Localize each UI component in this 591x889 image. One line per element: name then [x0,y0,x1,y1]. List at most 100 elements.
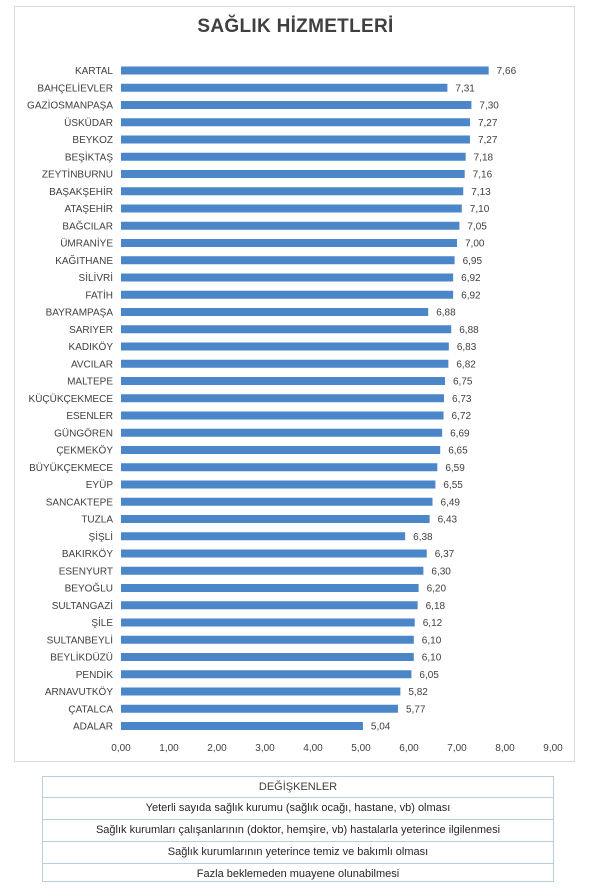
data-label: 7,66 [497,66,517,77]
data-label: 6,95 [463,256,483,267]
data-label: 6,75 [453,377,473,388]
data-label: 6,38 [413,532,433,543]
data-label: 7,27 [478,135,498,146]
x-tick-label: 0,00 [111,743,131,754]
data-label: 7,00 [465,239,485,250]
data-label: 6,18 [426,601,446,612]
x-tick-label: 3,00 [255,743,275,754]
bar [121,446,441,454]
data-label: 6,83 [457,342,477,353]
data-label: 5,04 [371,722,391,733]
category-label: ÇEKMEKÖY [56,445,113,457]
bar [121,135,470,144]
bar [121,601,418,610]
category-label: ÇATALCA [68,704,113,715]
data-label: 6,10 [422,653,442,664]
category-label: SİLİVRİ [79,271,113,284]
data-label: 7,13 [471,187,491,198]
data-label: 6,10 [422,635,442,646]
category-label: SULTANGAZİ [52,599,113,612]
category-label: BAĞCILAR [62,219,113,232]
bar [121,549,427,558]
variable-row: Yeterli sayıda sağlık kurumu (sağlık oca… [43,798,553,820]
bar [121,428,443,437]
variable-row: Fazla beklemeden muayene olunabilmesi [196,868,400,880]
category-label: BEYLİKDÜZÜ [50,651,113,664]
category-label: ESENLER [66,411,113,422]
data-label: 6,30 [431,566,451,577]
bar-chart: KARTAL 7,66 BAHÇELİEVLER 7,31 GAZİOSMANPAŞA 7… [27,66,563,754]
data-label: 6,82 [456,359,476,370]
x-tick-label: 4,00 [303,743,323,754]
bar [121,359,449,368]
variable-row: Sağlık kurumlarının yeterince temiz ve b… [43,842,553,864]
bar [121,118,470,127]
bar [121,83,448,92]
category-label: GÜNGÖREN [54,427,113,439]
chart-title: SAĞLIK HİZMETLERİ [197,16,394,37]
bar [121,653,414,661]
data-label: 6,43 [438,515,458,526]
category-label: KARTAL [75,66,113,77]
category-label: KAĞITHANE [55,254,113,267]
x-tick-label: 6,00 [399,743,419,754]
bar [121,256,455,265]
category-label: AVCILAR [71,359,113,370]
category-label: ZEYTİNBURNU [42,168,113,181]
category-label: BAHÇELİEVLER [37,81,113,94]
bar [121,480,436,489]
bar [121,170,465,178]
data-label: 7,30 [479,101,499,112]
category-label: ATAŞEHİR [64,202,113,215]
data-label: 6,92 [461,290,481,301]
category-label: BAYRAMPAŞA [46,308,114,319]
bar [121,342,449,351]
category-label: BEYOĞLU [65,582,113,595]
category-label: ŞİŞLİ [89,530,113,543]
bar [121,290,454,299]
data-label: 6,92 [461,273,481,284]
data-label: 5,82 [408,687,428,698]
category-label: GAZİOSMANPAŞA [27,99,113,112]
bar [121,101,472,109]
category-label: KADIKÖY [69,341,114,353]
bar [121,239,457,247]
category-label: ESENYURT [59,566,113,577]
data-label: 5,77 [406,704,426,715]
category-label: BÜYÜKÇEKMECE [29,462,113,474]
category-label: BAŞAKŞEHİR [49,185,113,198]
bar [121,394,445,403]
data-label: 6,37 [435,549,455,560]
bar [121,204,462,213]
category-label: ÜSKÜDAR [64,117,113,129]
category-label: PENDİK [76,668,114,681]
data-label: 7,18 [474,152,494,163]
bar [121,463,438,472]
bar [121,221,460,230]
data-label: 6,72 [452,411,472,422]
data-label: 6,65 [448,446,468,457]
bar [121,377,445,385]
bar [121,515,430,523]
category-label: BEYKOZ [72,135,113,146]
x-tick-label: 9,00 [543,743,563,754]
data-label: 6,59 [445,463,465,474]
data-label: 6,69 [450,428,470,439]
bar [121,635,414,644]
data-label: 7,05 [467,221,487,232]
category-label: BAKIRKÖY [62,548,113,560]
bar [121,152,466,161]
category-label: ADALAR [73,722,113,733]
bar [121,273,454,282]
x-tick-label: 7,00 [447,743,467,754]
category-label: EYÜP [86,479,114,491]
bar [121,66,489,75]
x-tick-label: 5,00 [351,743,371,754]
bar [121,704,398,713]
category-label: ARNAVUTKÖY [45,686,113,698]
bar [121,566,424,575]
bar [121,687,401,696]
category-label: FATİH [85,288,113,301]
x-tick-label: 2,00 [207,743,227,754]
data-label: 6,20 [427,584,447,595]
